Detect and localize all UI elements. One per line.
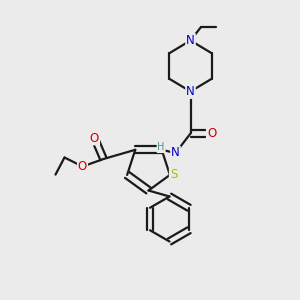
Text: O: O — [78, 160, 87, 173]
Text: N: N — [186, 34, 195, 47]
Text: H: H — [158, 142, 165, 152]
Text: O: O — [90, 131, 99, 145]
Text: O: O — [207, 127, 216, 140]
Text: N: N — [186, 85, 195, 98]
Text: S: S — [170, 169, 177, 182]
Text: N: N — [171, 146, 180, 160]
